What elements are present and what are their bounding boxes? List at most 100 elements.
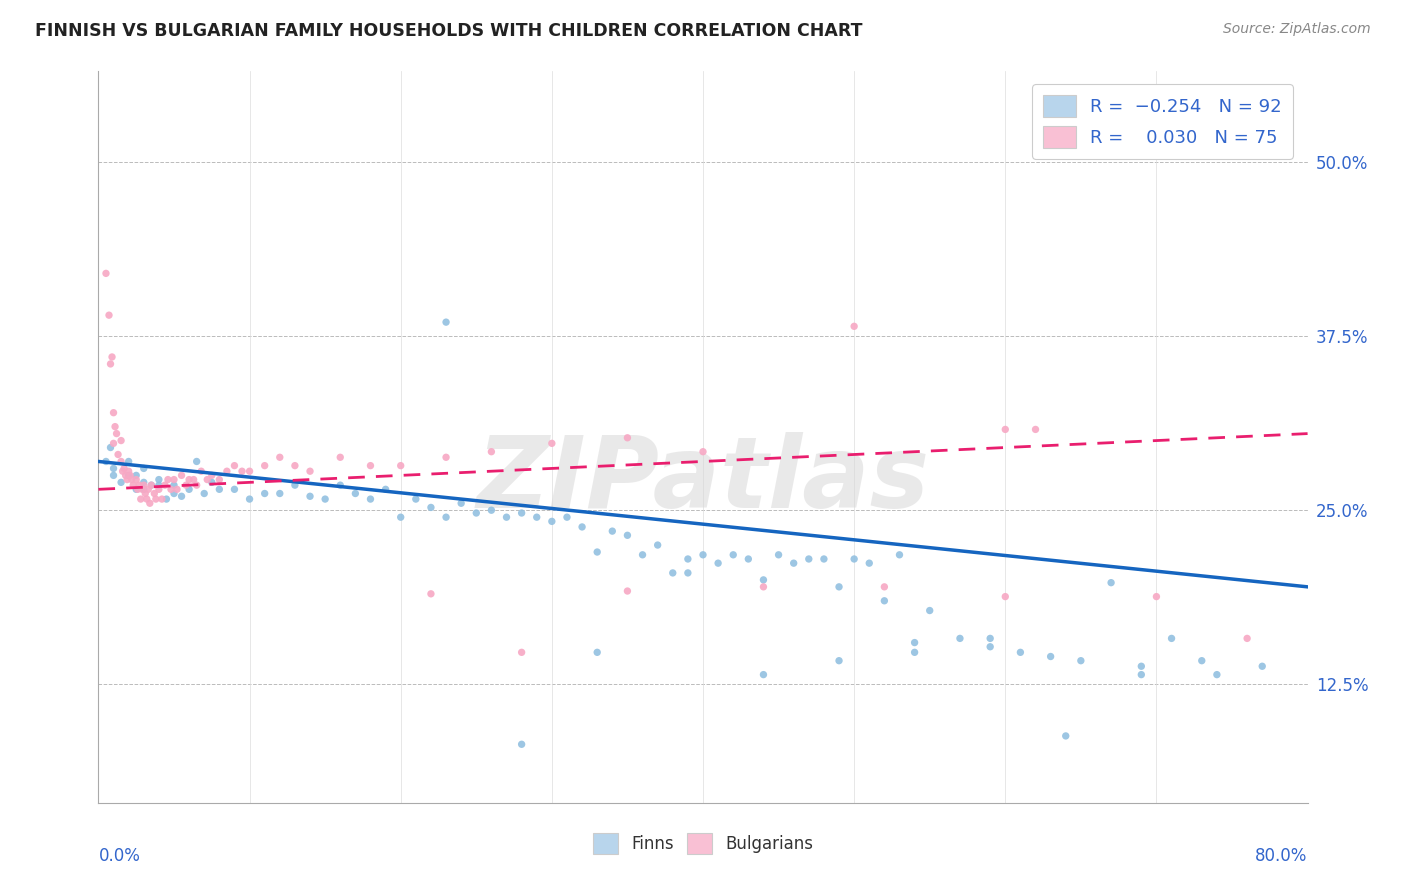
Point bbox=[239, 464, 262, 478]
Point bbox=[1236, 632, 1258, 646]
Point bbox=[420, 500, 443, 515]
Point bbox=[128, 478, 150, 492]
Point bbox=[616, 528, 638, 542]
Point bbox=[231, 464, 253, 478]
Point bbox=[647, 538, 669, 552]
Point bbox=[389, 510, 412, 524]
Point bbox=[1130, 667, 1153, 681]
Point bbox=[269, 450, 291, 465]
Point bbox=[904, 645, 927, 659]
Point bbox=[692, 548, 714, 562]
Point bbox=[360, 458, 382, 473]
Point bbox=[1010, 645, 1032, 659]
Point bbox=[148, 473, 170, 487]
Point bbox=[676, 552, 699, 566]
Point bbox=[163, 486, 186, 500]
Text: 0.0%: 0.0% bbox=[98, 847, 141, 864]
Point bbox=[134, 486, 156, 500]
Point bbox=[103, 461, 125, 475]
Point bbox=[465, 506, 488, 520]
Point bbox=[112, 461, 135, 475]
Point bbox=[100, 357, 122, 371]
Point bbox=[131, 483, 153, 497]
Point bbox=[141, 478, 163, 492]
Point bbox=[174, 478, 197, 492]
Point bbox=[195, 473, 218, 487]
Point bbox=[918, 603, 941, 617]
Point bbox=[858, 556, 880, 570]
Text: FINNISH VS BULGARIAN FAMILY HOUSEHOLDS WITH CHILDREN CORRELATION CHART: FINNISH VS BULGARIAN FAMILY HOUSEHOLDS W… bbox=[35, 22, 863, 40]
Point bbox=[125, 483, 148, 497]
Point bbox=[132, 475, 155, 490]
Point bbox=[844, 552, 866, 566]
Point bbox=[127, 483, 149, 497]
Point bbox=[101, 350, 124, 364]
Point bbox=[526, 510, 548, 524]
Point bbox=[813, 552, 835, 566]
Point bbox=[201, 475, 224, 490]
Point bbox=[481, 444, 503, 458]
Point bbox=[707, 556, 730, 570]
Point bbox=[979, 632, 1001, 646]
Point bbox=[1130, 659, 1153, 673]
Point bbox=[94, 266, 117, 280]
Point bbox=[1054, 729, 1077, 743]
Point bbox=[136, 483, 159, 497]
Point bbox=[201, 468, 224, 483]
Point bbox=[329, 450, 352, 465]
Point bbox=[1206, 667, 1229, 681]
Point bbox=[155, 492, 177, 507]
Point bbox=[1144, 590, 1167, 604]
Point bbox=[314, 492, 336, 507]
Point bbox=[107, 448, 129, 462]
Point bbox=[481, 503, 503, 517]
Point bbox=[125, 473, 148, 487]
Point bbox=[121, 473, 143, 487]
Point bbox=[150, 492, 173, 507]
Point bbox=[170, 468, 193, 483]
Point bbox=[132, 483, 155, 497]
Point bbox=[179, 473, 201, 487]
Point bbox=[586, 545, 609, 559]
Point bbox=[105, 426, 128, 441]
Point bbox=[104, 419, 127, 434]
Point bbox=[170, 489, 193, 503]
Point bbox=[752, 573, 775, 587]
Point bbox=[284, 458, 307, 473]
Point bbox=[434, 450, 457, 465]
Point bbox=[979, 640, 1001, 654]
Point bbox=[949, 632, 972, 646]
Point bbox=[100, 441, 122, 455]
Point bbox=[153, 478, 176, 492]
Text: ZIPatlas: ZIPatlas bbox=[477, 433, 929, 530]
Point bbox=[122, 478, 145, 492]
Point bbox=[828, 654, 851, 668]
Point bbox=[844, 319, 866, 334]
Point bbox=[111, 464, 134, 478]
Point bbox=[94, 454, 117, 468]
Point bbox=[148, 478, 170, 492]
Point bbox=[420, 587, 443, 601]
Point bbox=[139, 496, 162, 510]
Point bbox=[103, 436, 125, 450]
Point bbox=[450, 496, 472, 510]
Point bbox=[132, 478, 155, 492]
Point bbox=[193, 486, 215, 500]
Point bbox=[405, 492, 427, 507]
Point bbox=[145, 492, 167, 507]
Point bbox=[253, 458, 276, 473]
Point bbox=[374, 483, 396, 497]
Point bbox=[160, 483, 183, 497]
Point bbox=[1191, 654, 1213, 668]
Point bbox=[166, 483, 188, 497]
Point bbox=[1099, 575, 1122, 590]
Point bbox=[1039, 649, 1062, 664]
Point bbox=[994, 590, 1017, 604]
Point bbox=[1160, 632, 1182, 646]
Point bbox=[904, 635, 927, 649]
Point bbox=[540, 514, 562, 528]
Point bbox=[103, 468, 125, 483]
Point bbox=[103, 406, 125, 420]
Point bbox=[783, 556, 806, 570]
Point bbox=[183, 473, 205, 487]
